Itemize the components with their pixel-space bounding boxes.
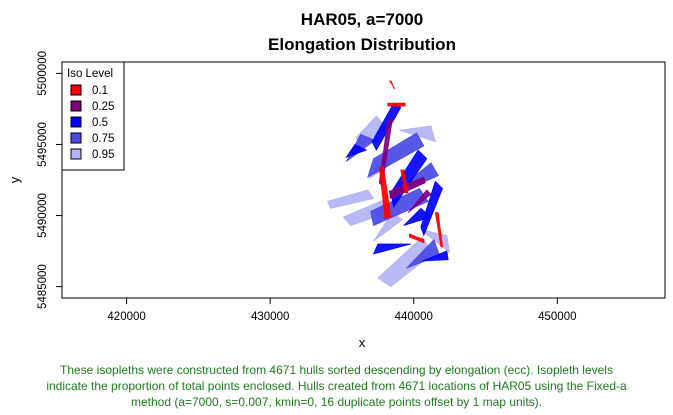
legend: Iso Level 0.1 0.25 0.5 0.75 0.95 — [61, 61, 125, 171]
isopleth-0-1-shape-4 — [408, 233, 425, 244]
legend-swatch-2 — [70, 116, 82, 128]
y-tick-label-0: 5485000 — [37, 264, 49, 309]
legend-label-0: 0.1 — [92, 85, 108, 97]
caption-line-2: indicate the proportion of total points … — [46, 379, 627, 393]
x-tick-label-3: 450000 — [538, 311, 576, 323]
legend-label-2: 0.5 — [92, 117, 108, 129]
isopleth-0-5-shape-2 — [420, 180, 443, 237]
isopleth-0-1-shape-3 — [434, 212, 443, 248]
legend-label-1: 0.25 — [92, 101, 114, 113]
caption-line-3: method (a=7000, s=0.007, kmin=0, 16 dupl… — [130, 395, 543, 409]
legend-swatch-3 — [70, 132, 82, 144]
isopleth-0-1-shape-1 — [378, 166, 392, 219]
legend-swatch-0 — [70, 84, 82, 96]
plot-frame — [61, 61, 666, 299]
isopleth-0-1-shape-0 — [388, 80, 396, 90]
isopleth-0-1-shape-5 — [400, 169, 409, 194]
isopleth-layer — [327, 80, 451, 288]
chart-title-line2: Elongation Distribution — [268, 35, 456, 54]
caption: These isopleths were constructed from 46… — [0, 362, 673, 410]
y-axis-label: y — [7, 176, 22, 183]
x-tick-label-2: 440000 — [395, 311, 433, 323]
isopleth-0-5-shape-3 — [372, 243, 412, 255]
isopleth-0-75-shape-2 — [406, 238, 441, 269]
y-tick-label-1: 5490000 — [37, 193, 49, 238]
legend-label-3: 0.75 — [92, 133, 114, 145]
y-axis: 5485000 5490000 5495000 5500000 — [37, 51, 62, 309]
legend-title: Iso Level — [67, 68, 113, 80]
isopleth-0-5-shape-6 — [403, 207, 432, 226]
caption-line-1: These isopleths were constructed from 46… — [60, 363, 613, 377]
x-axis: 420000 430000 440000 450000 — [107, 298, 577, 323]
isopleth-0-95-shape-3 — [327, 189, 375, 209]
x-axis-label: x — [359, 335, 366, 350]
legend-swatch-1 — [70, 100, 82, 112]
y-tick-label-2: 5495000 — [37, 122, 49, 167]
chart-title-line1: HAR05, a=7000 — [301, 10, 423, 29]
x-tick-label-0: 420000 — [107, 311, 145, 323]
x-tick-label-1: 430000 — [251, 311, 289, 323]
isopleth-0-95-shape-5 — [420, 229, 451, 254]
isopleth-0-95-shape-7 — [373, 212, 403, 242]
legend-swatch-4 — [70, 148, 82, 160]
isopleth-0-25-shape-2 — [407, 189, 432, 214]
isopleth-0-5-shape-5 — [422, 250, 449, 262]
y-tick-label-3: 5500000 — [37, 51, 49, 96]
isopleth-0-1-shape-2 — [387, 102, 406, 107]
legend-label-4: 0.95 — [92, 149, 114, 161]
isopleth-0-5-shape-4 — [345, 143, 368, 159]
